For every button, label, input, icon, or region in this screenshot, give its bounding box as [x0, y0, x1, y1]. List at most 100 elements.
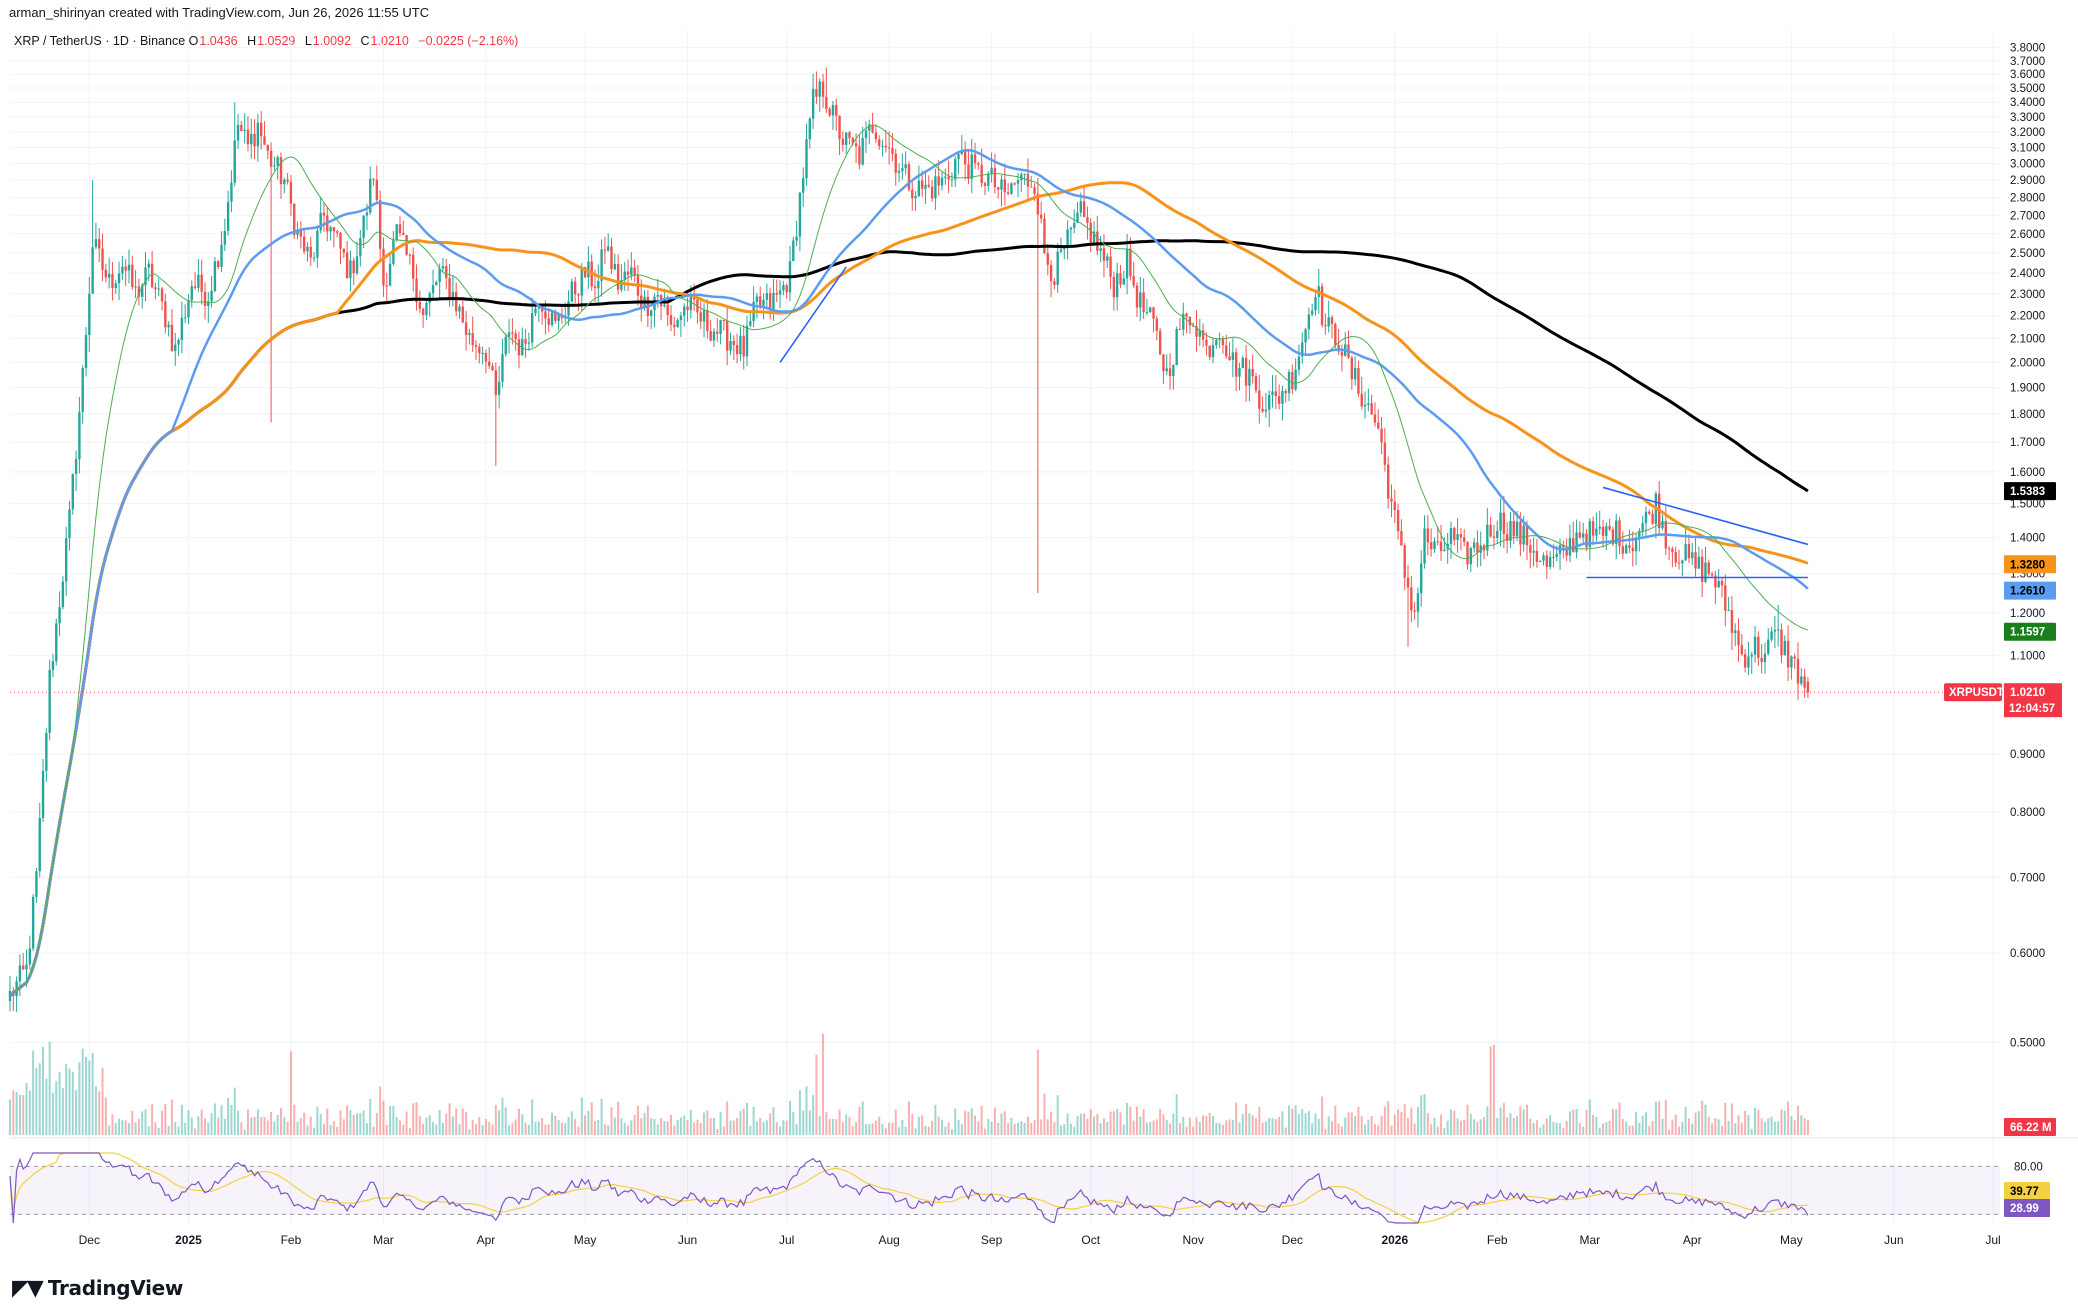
- volume-bar: [1086, 1118, 1089, 1135]
- price-tick-label: 2.3000: [2010, 289, 2045, 301]
- volume-bar: [88, 1060, 91, 1135]
- candle-body: [1271, 391, 1274, 395]
- volume-bar: [227, 1098, 230, 1135]
- volume-bar: [1509, 1112, 1512, 1135]
- candle-body: [352, 260, 355, 274]
- volume-bar: [1654, 1101, 1657, 1135]
- ticker-tag-text: XRPUSDT: [1949, 687, 2004, 699]
- volume-bar: [1486, 1106, 1489, 1135]
- volume-bar: [1003, 1111, 1006, 1135]
- candle-body: [507, 332, 511, 337]
- candle-body: [768, 293, 772, 311]
- volume-bar: [1162, 1114, 1165, 1135]
- candle-body: [1006, 192, 1010, 194]
- trendlines: [779, 266, 1809, 579]
- volume-bar: [527, 1124, 530, 1135]
- volume-bar: [878, 1116, 881, 1135]
- volume-bar: [1066, 1113, 1069, 1135]
- candle-body: [164, 301, 167, 328]
- candle-body: [127, 264, 131, 271]
- candle-body: [55, 623, 58, 662]
- volume-bar: [1268, 1117, 1271, 1135]
- candle-body: [1039, 214, 1043, 219]
- volume-bar: [157, 1127, 160, 1135]
- volume-bar: [1152, 1120, 1155, 1135]
- volume-bar: [1446, 1120, 1449, 1135]
- candle-body: [78, 412, 81, 460]
- candle-body: [623, 271, 626, 281]
- price-tick-label: 2.0000: [2010, 357, 2045, 369]
- volume-bar: [716, 1129, 719, 1135]
- candle-body: [1704, 562, 1707, 582]
- volume-bar: [1592, 1114, 1595, 1135]
- volume-bar: [937, 1116, 940, 1135]
- volume-bar: [1469, 1113, 1472, 1135]
- candle-body: [1456, 534, 1459, 541]
- volume-bar: [1459, 1120, 1462, 1135]
- volume-bar: [511, 1123, 514, 1135]
- candle-body: [312, 257, 316, 259]
- candle-body: [1476, 542, 1479, 553]
- candle-body: [987, 173, 990, 186]
- volume-bar: [167, 1125, 170, 1135]
- volume-bar: [187, 1110, 190, 1135]
- candle-body: [1205, 339, 1208, 346]
- volume-bar: [1383, 1106, 1386, 1135]
- candle-body: [1082, 201, 1086, 218]
- candle-body: [755, 296, 759, 302]
- volume-bar: [280, 1108, 283, 1135]
- volume-bar: [425, 1117, 428, 1135]
- candle-body: [335, 231, 339, 233]
- candle-body: [1644, 511, 1648, 523]
- candle-body: [1353, 367, 1357, 380]
- volume-bar: [1628, 1125, 1631, 1135]
- candle-body: [1357, 367, 1360, 394]
- volume-bar: [1605, 1121, 1608, 1135]
- candle-body: [236, 124, 240, 141]
- tradingview-logo[interactable]: ◤▼ TradingView: [12, 1273, 183, 1303]
- candle-body: [1780, 629, 1783, 656]
- candle-body: [276, 157, 279, 166]
- candle-body: [669, 314, 673, 325]
- candle-body: [1572, 538, 1575, 553]
- candle-body: [1697, 556, 1701, 569]
- candle-body: [398, 224, 402, 234]
- volume-bar: [1717, 1119, 1720, 1135]
- volume-bar: [557, 1120, 560, 1135]
- volume-bar: [1278, 1116, 1281, 1135]
- volume-bar: [927, 1126, 930, 1135]
- volume-bar: [775, 1122, 778, 1135]
- symbol-name[interactable]: XRP / TetherUS · 1D · Binance: [14, 34, 186, 48]
- volume-bar: [1357, 1106, 1360, 1135]
- volume-bar: [1304, 1113, 1307, 1135]
- volume-bar: [1007, 1123, 1010, 1135]
- volume-bar: [243, 1129, 246, 1135]
- volume-bar: [590, 1102, 593, 1135]
- volume-bar: [660, 1118, 663, 1135]
- candle-body: [1413, 610, 1416, 612]
- volume-bar: [779, 1126, 782, 1135]
- candle-body: [22, 965, 25, 970]
- volume-bar: [762, 1121, 765, 1135]
- volume-bar: [289, 1051, 292, 1135]
- volume-bar: [1297, 1114, 1300, 1135]
- time-tick-label: Nov: [1183, 1233, 1204, 1247]
- candle-body: [1241, 357, 1244, 368]
- volume-bar: [904, 1126, 907, 1135]
- price-tick-label: 2.2000: [2010, 311, 2045, 323]
- volume-bar: [240, 1122, 243, 1135]
- volume-bar: [263, 1116, 266, 1135]
- candle-body: [1684, 544, 1687, 561]
- candle-body: [772, 292, 775, 311]
- candle-body: [686, 306, 689, 311]
- candle-body: [1512, 520, 1515, 537]
- price-tick-label: 1.8000: [2010, 409, 2045, 421]
- volume-bar: [382, 1100, 385, 1135]
- candle-body: [1502, 512, 1506, 535]
- time-tick-label: Mar: [1579, 1233, 1600, 1247]
- volume-bar: [1668, 1129, 1671, 1135]
- volume-bar: [1644, 1112, 1647, 1135]
- candle-body: [157, 288, 160, 290]
- volume-bar: [1122, 1124, 1125, 1135]
